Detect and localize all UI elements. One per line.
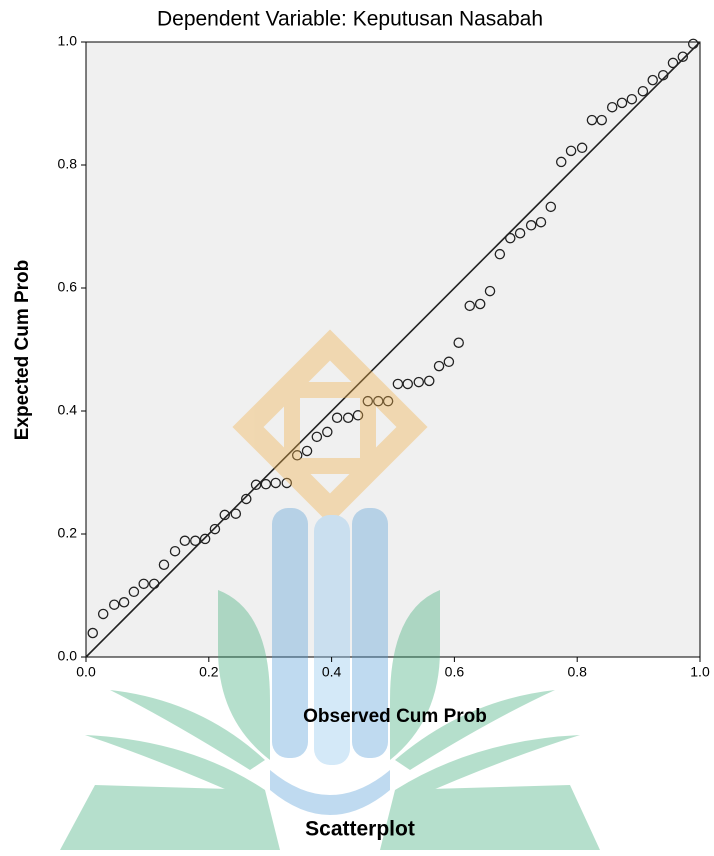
x-tick-label: 0.6 xyxy=(445,664,465,680)
x-tick-label: 0.2 xyxy=(199,664,219,680)
y-tick-label: 0.0 xyxy=(58,648,78,664)
y-tick-label: 0.8 xyxy=(58,156,78,172)
x-tick-label: 0.0 xyxy=(76,664,96,680)
watermark-pillars xyxy=(270,508,390,815)
x-tick-label: 0.8 xyxy=(567,664,587,680)
chart: Dependent Variable: Keputusan Nasabah Ex… xyxy=(0,0,714,856)
x-axis-label: Observed Cum Prob xyxy=(303,706,487,727)
x-tick-label: 1.0 xyxy=(690,664,710,680)
x-tick-label: 0.4 xyxy=(322,664,342,680)
y-tick-label: 0.6 xyxy=(58,279,78,295)
caption: Scatterplot xyxy=(305,818,415,841)
y-axis-label: Expected Cum Prob xyxy=(12,260,33,441)
y-tick-label: 1.0 xyxy=(58,33,78,49)
chart-title: Dependent Variable: Keputusan Nasabah xyxy=(157,8,543,31)
y-tick-label: 0.2 xyxy=(58,525,78,541)
y-tick-label: 0.4 xyxy=(58,402,78,418)
